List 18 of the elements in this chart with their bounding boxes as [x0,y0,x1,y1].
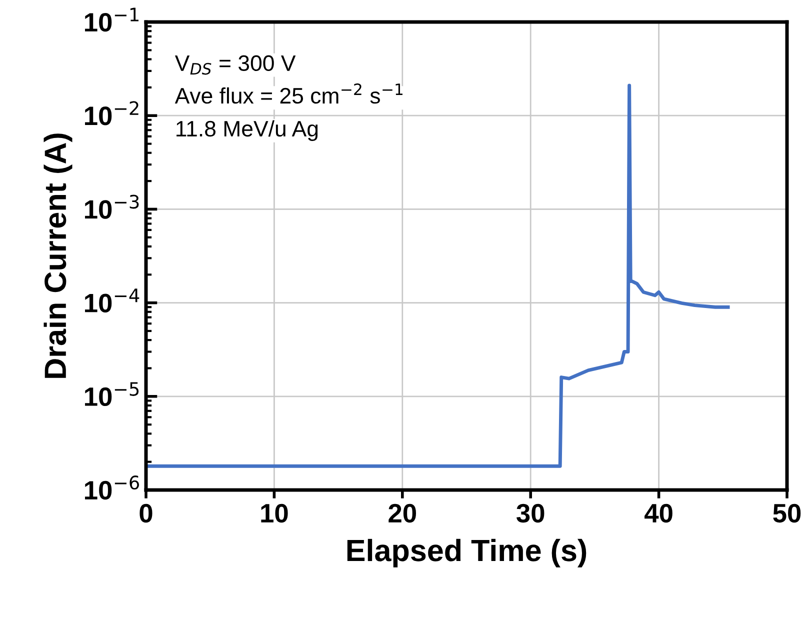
y-tick-label: 10$^{−3}$ [85,194,139,219]
annotation: V$_{DS}$ = 300 V [174,55,296,75]
x-axis-title: Elapsed Time (s) [347,538,586,568]
x-tick-label: 20 [388,504,416,523]
line-series [146,84,730,468]
y-axis-title: Drain Current (A) [44,134,72,378]
y-tick-label: 10$^{−5}$ [85,382,139,406]
annotation: 11.8 MeV/u Ag [176,120,318,141]
annotation: Ave flux = 25 cm$^{−2}$ s$^{−1}$ [174,83,402,104]
x-tick-label: 30 [516,504,544,523]
x-tick-label: 0 [140,504,152,523]
x-tick-label: 10 [261,504,288,523]
x-tick-label: 50 [773,504,801,523]
x-tick-label: 40 [644,504,672,523]
y-tick-label: 10$^{−6}$ [85,476,140,500]
y-tick-label: 10$^{−1}$ [85,8,138,32]
y-tick-label: 10$^{−2}$ [85,101,138,126]
y-tick-label: 10$^{−4}$ [85,288,140,312]
